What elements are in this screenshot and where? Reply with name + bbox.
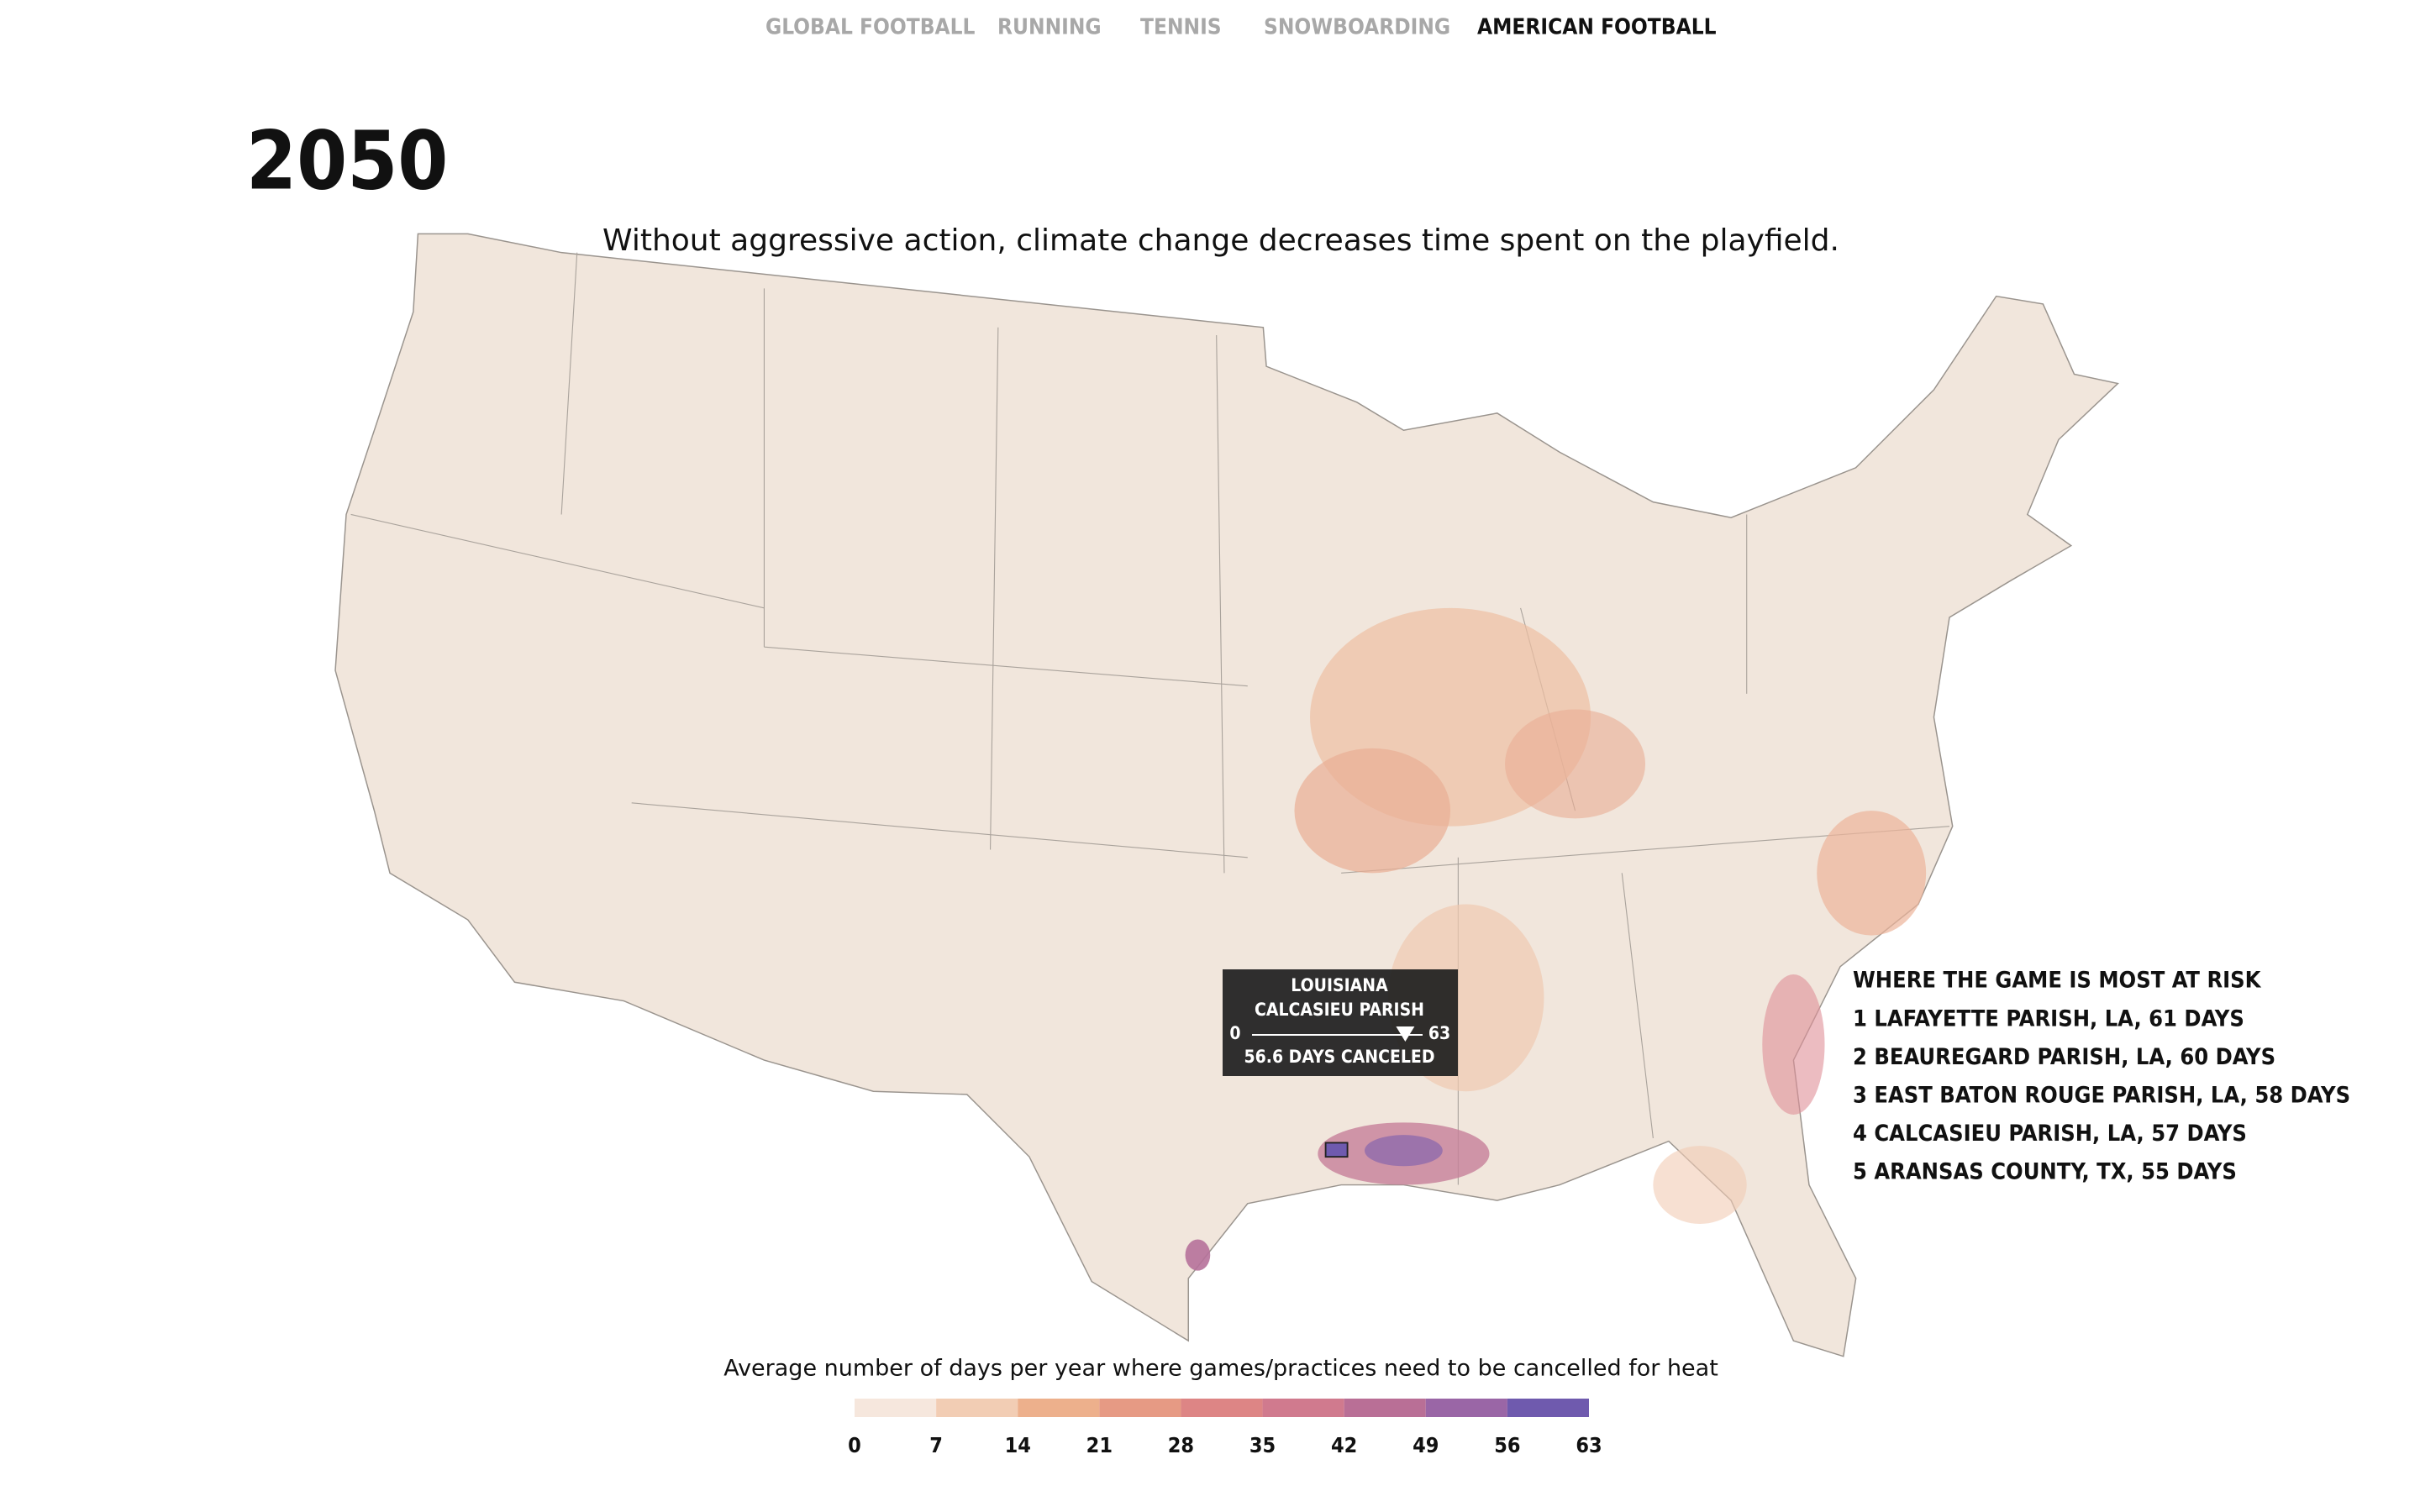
legend-swatch: [936, 1399, 1018, 1417]
legend-tick-label: 49: [1413, 1433, 1439, 1457]
risk-item: 2 BEAUREGARD PARISH, LA, 60 DAYS: [1853, 1044, 2275, 1070]
legend-tick-label: 42: [1331, 1433, 1357, 1457]
legend-swatch: [1018, 1399, 1100, 1417]
legend-title: Average number of days per year where ga…: [723, 1356, 1718, 1382]
legend-tick-label: 28: [1168, 1433, 1194, 1457]
tooltip-state: LOUISIANA: [1291, 975, 1388, 995]
tooltip-min: 0: [1229, 1023, 1240, 1043]
legend-tick-label: 21: [1086, 1433, 1113, 1457]
heat-areas: [1185, 607, 1927, 1271]
legend-swatch: [1507, 1399, 1589, 1417]
nav-item[interactable]: AMERICAN FOOTBALL: [1477, 15, 1717, 40]
us-outline: [334, 233, 2119, 1357]
legend-swatch: [1344, 1399, 1426, 1417]
nav-item[interactable]: RUNNING: [997, 15, 1102, 40]
legend-tick-label: 63: [1576, 1433, 1602, 1457]
nav-item[interactable]: SNOWBOARDING: [1264, 15, 1450, 40]
nav-item[interactable]: TENNIS: [1140, 15, 1222, 40]
risk-title: WHERE THE GAME IS MOST AT RISK: [1853, 968, 2262, 994]
tooltip: LOUISIANA CALCASIEU PARISH 0 63 56.6 DAYS CA…: [1223, 969, 1458, 1076]
legend-tick-label: 56: [1494, 1433, 1520, 1457]
legend-tick-label: 35: [1249, 1433, 1276, 1457]
legend-tick-label: 7: [929, 1433, 943, 1457]
risk-item: 5 ARANSAS COUNTY, TX, 55 DAYS: [1853, 1159, 2237, 1185]
legend-swatch: [855, 1399, 937, 1417]
subtitle: Without aggressive action, climate chang…: [602, 223, 1839, 258]
us-map: [334, 233, 2119, 1357]
tooltip-marker: [1396, 1026, 1415, 1042]
risk-item: 1 LAFAYETTE PARISH, LA, 61 DAYS: [1853, 1006, 2244, 1032]
nav-item[interactable]: GLOBAL FOOTBALL: [765, 15, 976, 40]
tooltip-max: 63: [1428, 1023, 1450, 1043]
legend-swatch: [1425, 1399, 1507, 1417]
tooltip-county: CALCASIEU PARISH: [1255, 1000, 1424, 1020]
legend-swatch: [1181, 1399, 1263, 1417]
legend-tick-label: 14: [1005, 1433, 1031, 1457]
risk-item: 4 CALCASIEU PARISH, LA, 57 DAYS: [1853, 1121, 2247, 1147]
risk-item: 3 EAST BATON ROUGE PARISH, LA, 58 DAYS: [1853, 1083, 2350, 1109]
legend-swatch: [1262, 1399, 1344, 1417]
legend-tick-label: 0: [848, 1433, 861, 1457]
tooltip-box: [1223, 969, 1458, 1076]
legend-swatch: [1099, 1399, 1181, 1417]
tooltip-value: 56.6 DAYS CANCELED: [1244, 1047, 1434, 1067]
year-title: 2050: [246, 113, 448, 207]
